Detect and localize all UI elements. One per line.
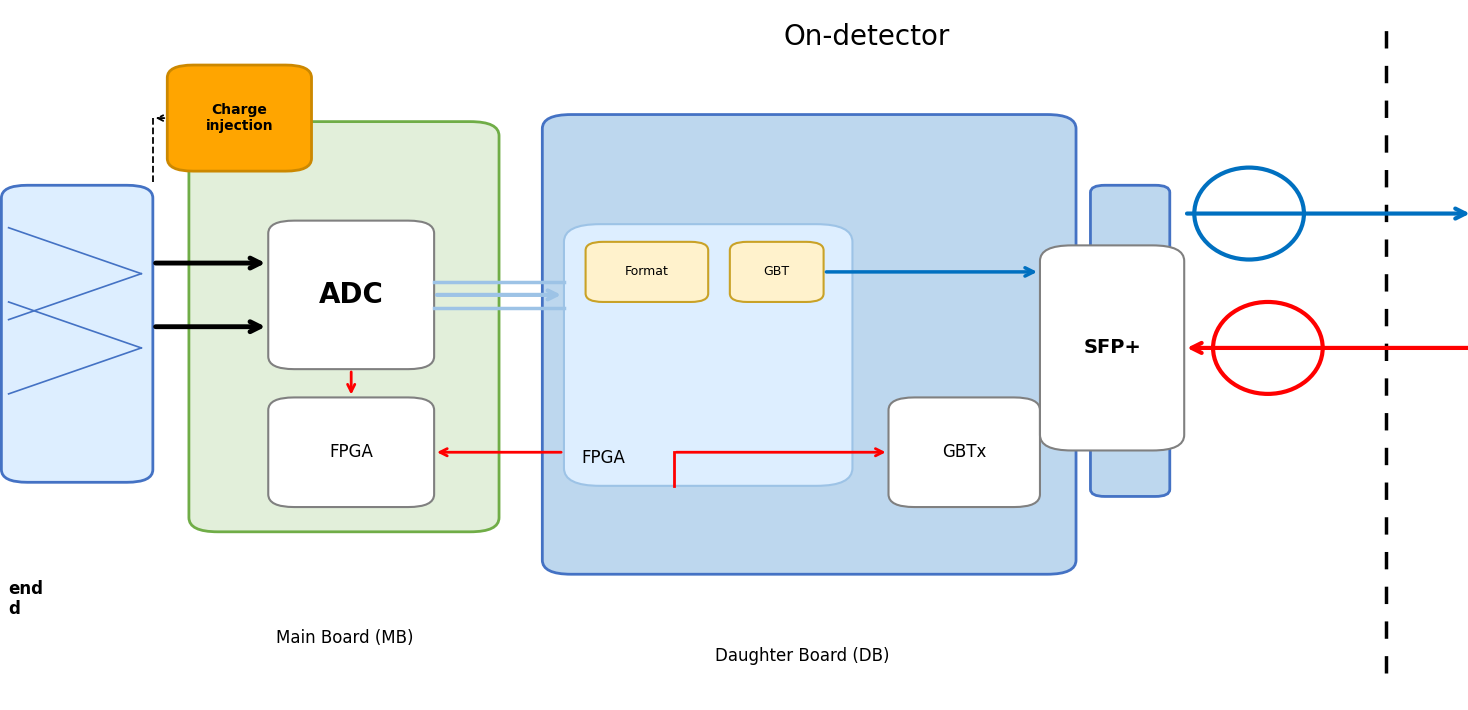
FancyBboxPatch shape [730, 242, 824, 302]
FancyBboxPatch shape [586, 242, 708, 302]
FancyBboxPatch shape [1091, 185, 1170, 496]
FancyBboxPatch shape [269, 221, 435, 369]
FancyBboxPatch shape [542, 114, 1076, 574]
Text: Format: Format [625, 266, 669, 278]
Text: GBTx: GBTx [942, 443, 986, 462]
Text: FPGA: FPGA [329, 443, 373, 462]
Text: Main Board (MB): Main Board (MB) [276, 629, 414, 647]
Text: Daughter Board (DB): Daughter Board (DB) [715, 647, 890, 665]
FancyBboxPatch shape [189, 121, 499, 532]
Text: ADC: ADC [319, 281, 383, 309]
FancyBboxPatch shape [888, 398, 1039, 507]
FancyBboxPatch shape [564, 224, 853, 486]
FancyBboxPatch shape [1039, 246, 1185, 450]
Text: FPGA: FPGA [581, 449, 625, 466]
Text: Charge
injection: Charge injection [206, 103, 273, 133]
FancyBboxPatch shape [167, 65, 311, 171]
FancyBboxPatch shape [1, 185, 153, 482]
Text: On-detector: On-detector [784, 23, 950, 50]
Text: SFP+: SFP+ [1083, 339, 1141, 357]
Text: GBT: GBT [763, 266, 790, 278]
FancyBboxPatch shape [269, 398, 435, 507]
Text: end
d: end d [9, 579, 44, 618]
